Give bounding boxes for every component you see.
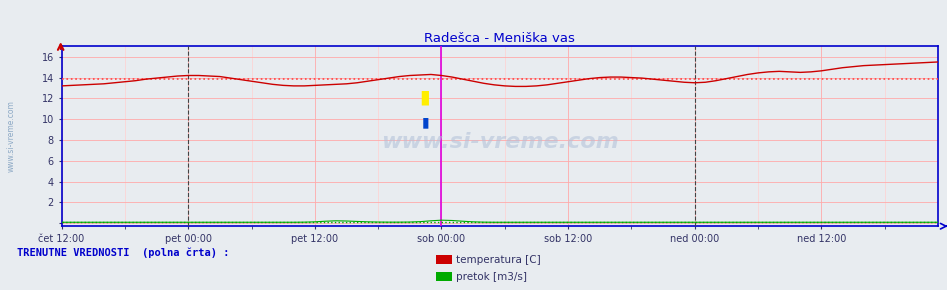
- Text: TRENUTNE VREDNOSTI  (polna črta) :: TRENUTNE VREDNOSTI (polna črta) :: [17, 248, 229, 258]
- Text: pretok [m3/s]: pretok [m3/s]: [456, 272, 527, 282]
- Text: ▮: ▮: [421, 115, 429, 129]
- Title: Radešca - Meniška vas: Radešca - Meniška vas: [424, 32, 575, 45]
- Text: temperatura [C]: temperatura [C]: [456, 255, 541, 265]
- Text: www.si-vreme.com: www.si-vreme.com: [7, 100, 16, 172]
- Text: www.si-vreme.com: www.si-vreme.com: [381, 132, 618, 152]
- Text: ▮: ▮: [420, 87, 431, 106]
